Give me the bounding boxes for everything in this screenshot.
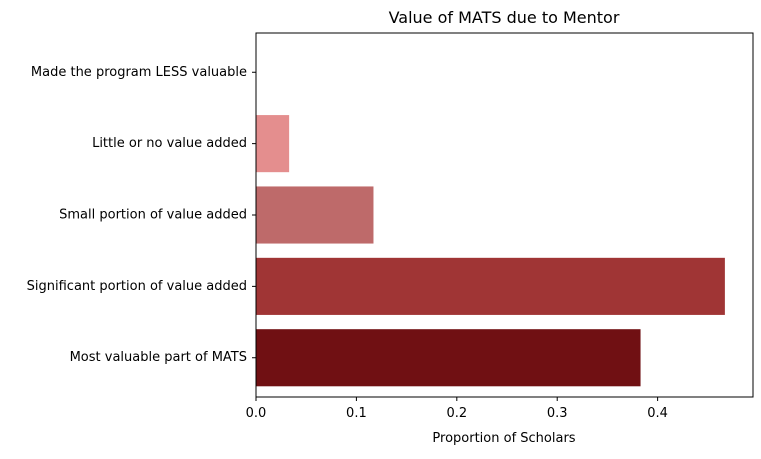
x-tick-label: 0.3 [547, 406, 568, 421]
x-tick-label: 0.0 [246, 406, 267, 421]
x-tick-label: 0.2 [446, 406, 467, 421]
x-axis-ticks: 0.0 0.1 0.2 0.3 0.4 [246, 397, 668, 421]
y-tick-label: Little or no value added [92, 136, 247, 151]
plot-frame [255, 32, 754, 398]
y-tick-label: Most valuable part of MATS [70, 350, 247, 365]
bar [256, 115, 290, 173]
y-axis-ticks: Made the program LESS valuable Little or … [27, 65, 256, 365]
y-tick-label: Small portion of value added [59, 208, 247, 223]
y-tick-label: Significant portion of value added [27, 279, 247, 294]
x-axis-label: Proportion of Scholars [432, 431, 575, 446]
bar [256, 257, 725, 315]
bars-group [256, 115, 725, 387]
y-tick-label: Made the program LESS valuable [31, 65, 247, 80]
x-tick-label: 0.4 [647, 406, 668, 421]
bar [256, 186, 374, 244]
x-tick-label: 0.1 [346, 406, 367, 421]
chart-title: Value of MATS due to Mentor [389, 8, 620, 27]
bar [256, 329, 641, 387]
